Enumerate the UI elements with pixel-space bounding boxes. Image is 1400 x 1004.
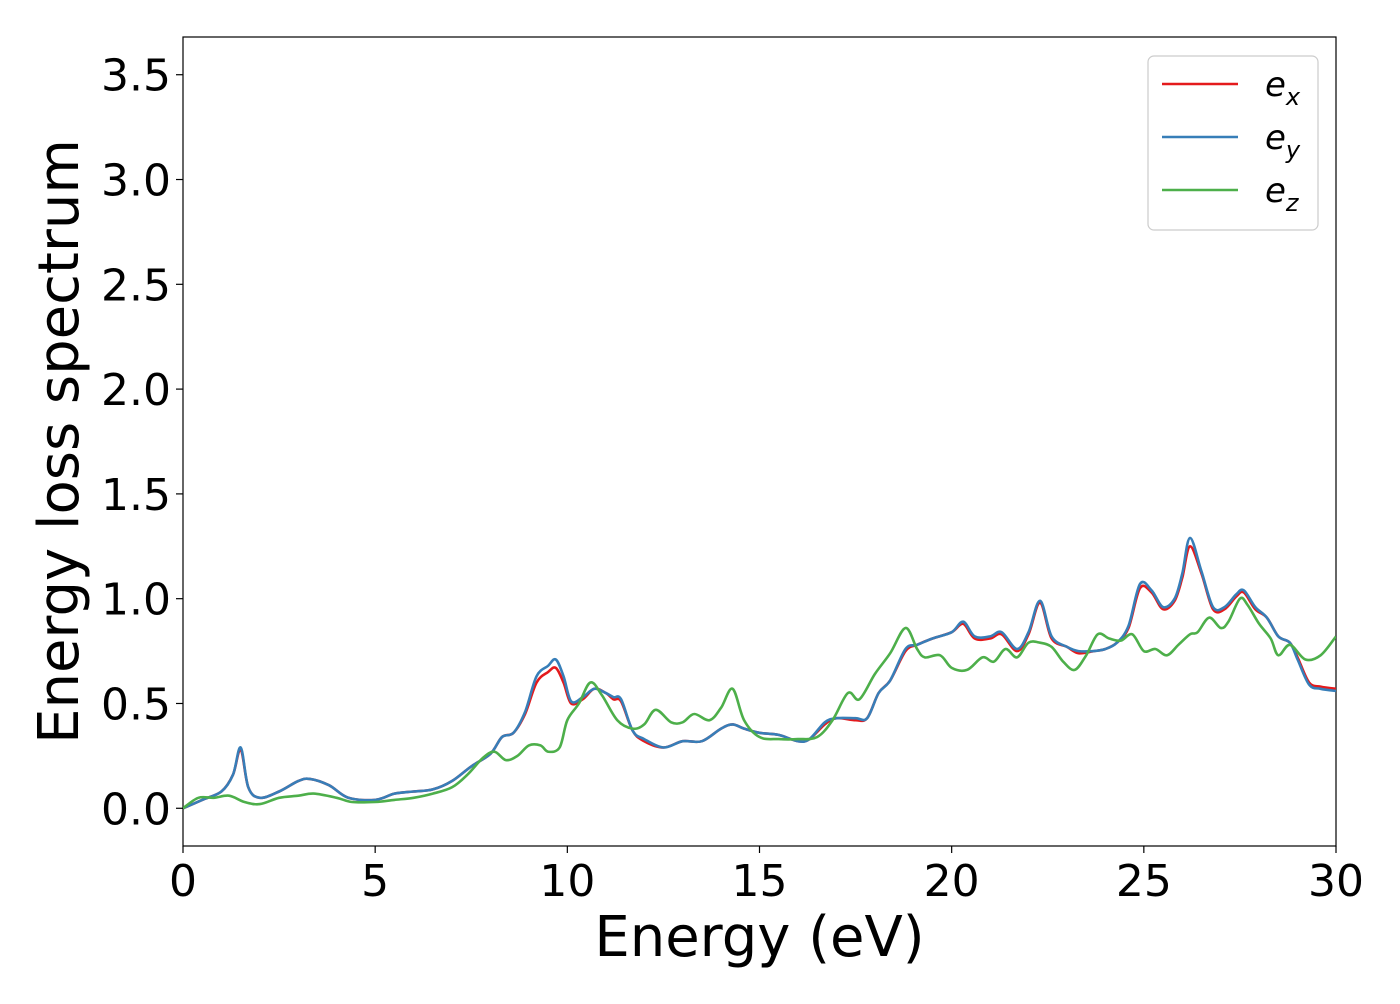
x-tick-label: 15 [732, 856, 788, 907]
y-tick-label: 0.5 [101, 679, 171, 730]
series-line-y [183, 536, 1336, 810]
y-tick-label: 1.0 [101, 575, 171, 626]
x-tick-label: 25 [1116, 856, 1172, 907]
series-layer [183, 536, 1336, 810]
x-tick-label: 0 [169, 856, 197, 907]
legend: ex ey ez [1147, 55, 1319, 231]
y-tick-label: 0.0 [101, 784, 171, 835]
series-line-z [183, 596, 1336, 810]
y-tick-label: 1.5 [101, 470, 171, 521]
legend-label: ez [1265, 171, 1300, 217]
y-axis-label: Energy loss spectrum [27, 139, 92, 744]
x-tick-label: 5 [361, 856, 389, 907]
legend-label: ey [1265, 118, 1301, 164]
x-tick-label: 30 [1308, 856, 1364, 907]
x-tick-label: 10 [539, 856, 595, 907]
y-tick-label: 3.5 [101, 51, 171, 102]
y-tick-label: 2.5 [101, 260, 171, 311]
legend-label: ex [1265, 65, 1301, 111]
y-axis-ticks: 0.0 0.5 1.0 1.5 2.0 2.5 3.0 3.5 [101, 51, 183, 835]
legend-box [1147, 55, 1319, 231]
x-tick-label: 20 [924, 856, 980, 907]
series-line-x [183, 545, 1336, 810]
x-axis-ticks: 0 5 10 15 20 25 30 [169, 846, 1364, 907]
legend-entry-y: ey [1162, 118, 1301, 164]
y-tick-label: 3.0 [101, 156, 171, 207]
y-tick-label: 2.0 [101, 365, 171, 416]
legend-entry-z: ez [1162, 171, 1300, 217]
legend-entry-x: ex [1162, 65, 1301, 111]
x-axis-label: Energy (eV) [594, 905, 924, 970]
